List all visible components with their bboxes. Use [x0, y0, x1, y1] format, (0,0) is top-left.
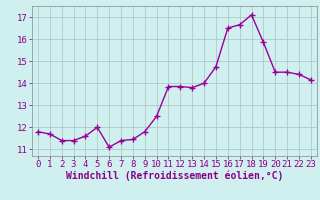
X-axis label: Windchill (Refroidissement éolien,°C): Windchill (Refroidissement éolien,°C) [66, 171, 283, 181]
